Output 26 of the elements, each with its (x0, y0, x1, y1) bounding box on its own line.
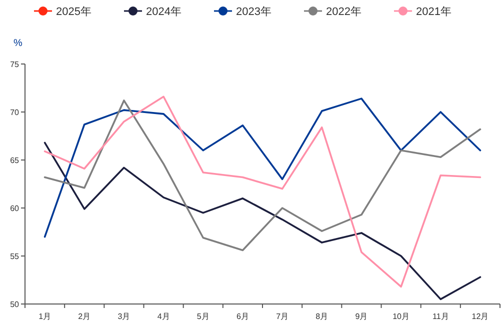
x-tick-label: 8月 (316, 312, 328, 321)
y-tick-label: 55 (10, 252, 20, 261)
line-series (44, 142, 482, 300)
y-tick-label: 70 (10, 108, 20, 117)
legend-label: 2022年 (326, 6, 362, 18)
x-tick-label: 2月 (78, 312, 91, 321)
x-tick-label: 6月 (236, 312, 249, 321)
x-tick-label: 1月 (38, 312, 52, 321)
x-tick-label: 10月 (392, 312, 410, 321)
legend-label: 2021年 (416, 6, 452, 18)
x-tick-label: 11月 (432, 312, 449, 321)
legend-label: 2023年 (236, 6, 272, 18)
legend-label: 2025年 (56, 6, 92, 18)
x-tick-label: 3月 (118, 312, 130, 321)
x-tick-label: 7月 (276, 312, 289, 321)
y-tick-label: 75 (10, 60, 20, 69)
x-tick-label: 9月 (355, 312, 368, 321)
y-tick-label: 65 (10, 156, 20, 165)
y-tick-label: 50 (10, 300, 20, 309)
line-series (44, 96, 482, 288)
legend-label: 2024年 (146, 6, 182, 18)
y-axis-title: % (14, 38, 23, 49)
x-tick-label: 12月 (472, 312, 489, 321)
x-tick-label: 4月 (157, 312, 170, 321)
y-tick-label: 60 (10, 204, 20, 213)
x-tick-label: 5月 (196, 312, 210, 321)
